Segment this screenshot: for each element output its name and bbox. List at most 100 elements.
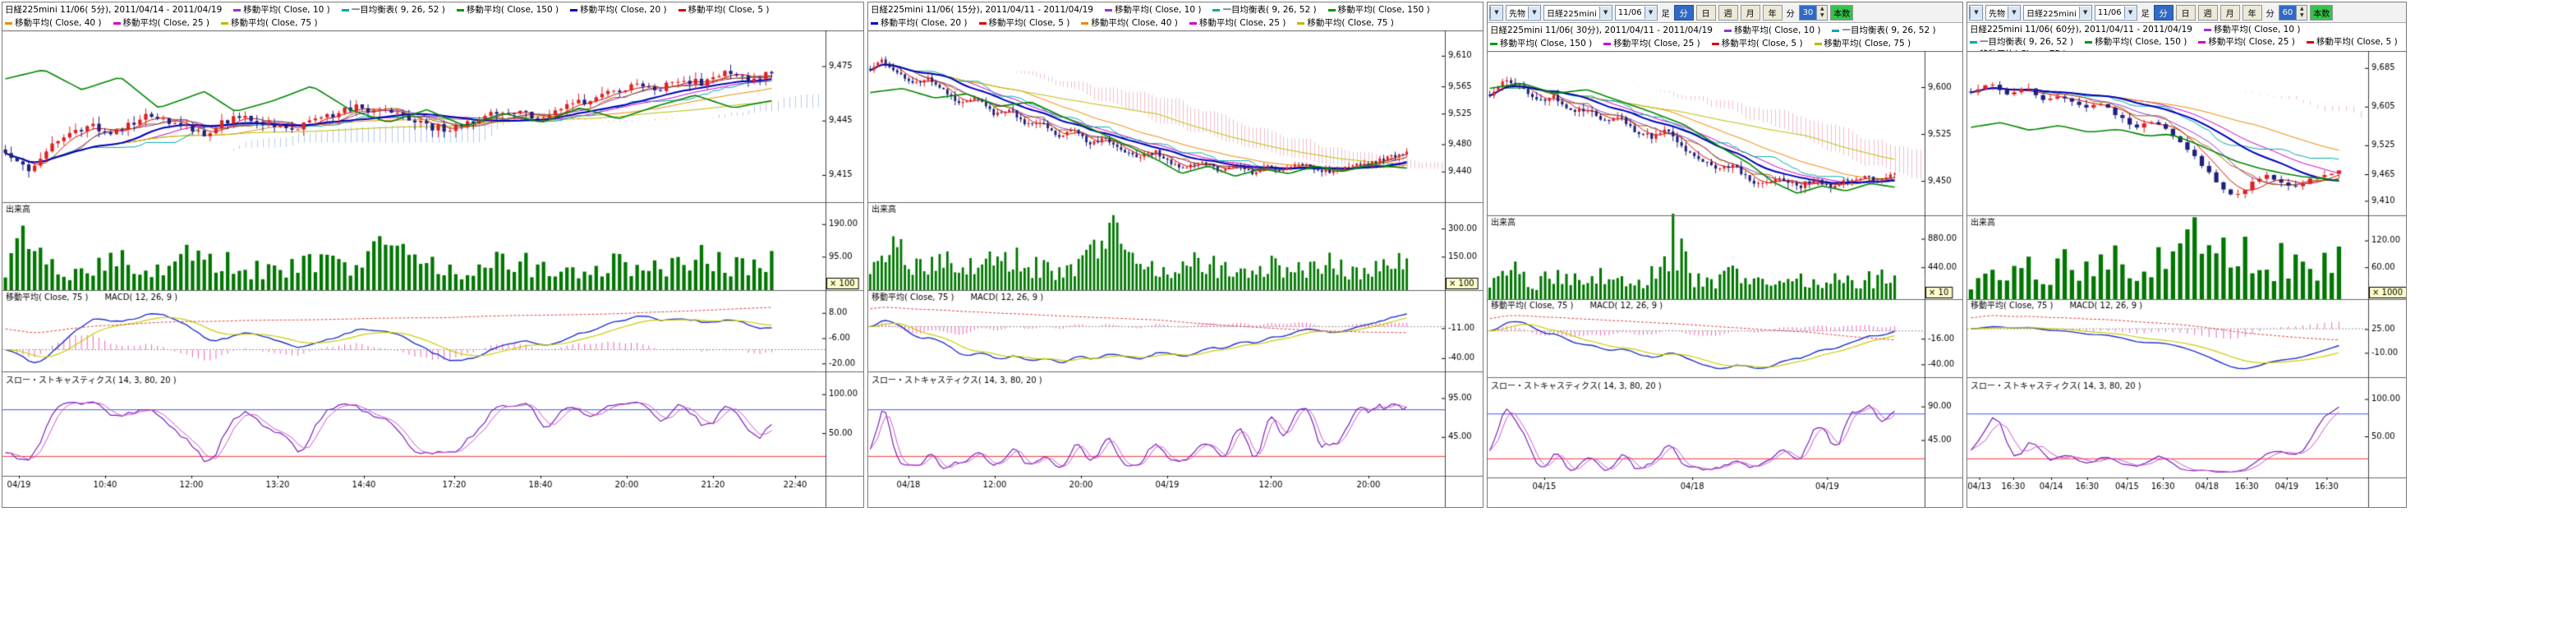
indicator-color-chip <box>1105 9 1112 12</box>
unit-month-button[interactable]: 月 <box>1741 5 1760 21</box>
indicator-label: 移動平均( Close, 5 ) <box>678 4 770 16</box>
indicator-label: 移動平均( Close, 5 ) <box>1712 38 1803 50</box>
indicator-label-text: 移動平均( Close, 25 ) <box>1199 17 1286 30</box>
chart-header: 日経225mini 11/06( 60分), 2011/04/11 - 2011… <box>1967 23 2406 51</box>
indicator-color-chip <box>1970 41 1977 44</box>
unit-minute-button[interactable]: 分 <box>1674 5 1694 21</box>
chart-toolbar: ▼ 先物▼ 日経225mini▼ 11/06▼ 足 分 日 週 月 年 分 30… <box>1488 2 1962 23</box>
instrument-select[interactable]: 日経225mini▼ <box>1543 5 1612 21</box>
chart-title: 日経225mini 11/06( 15分), 2011/04/11 - 2011… <box>871 4 1093 16</box>
ashi-label: 足 <box>2140 7 2151 19</box>
unit-week-button[interactable]: 週 <box>1718 5 1738 21</box>
contract-month-select[interactable]: 11/06▼ <box>2095 5 2137 21</box>
indicator-label-text: 移動平均( Close, 75 ) <box>1307 17 1394 30</box>
indicator-color-chip <box>1832 30 1839 32</box>
indicator-color-chip <box>457 9 464 12</box>
instrument-select-value: 日経225mini <box>2024 7 2079 19</box>
indicator-label-text: 移動平均( Close, 25 ) <box>1613 38 1700 50</box>
indicator-label-text: 移動平均( Close, 5 ) <box>688 4 770 16</box>
indicator-label-text: 移動平均( Close, 25 ) <box>2208 36 2295 48</box>
contract-month-select[interactable]: 11/06▼ <box>1615 5 1658 21</box>
indicator-label-text: 移動平均( Close, 20 ) <box>881 17 968 30</box>
chart-canvas[interactable] <box>1967 51 2406 507</box>
interval-spinner[interactable]: 30▲▼ <box>1799 5 1828 21</box>
indicator-label: 移動平均( Close, 75 ) <box>221 17 318 30</box>
unit-day-button[interactable]: 日 <box>1696 5 1716 21</box>
spinner-arrows-icon[interactable]: ▲▼ <box>1816 6 1827 20</box>
indicator-color-chip <box>570 9 577 12</box>
instrument-select-value: 日経225mini <box>1544 7 1599 19</box>
bars-count-button[interactable]: 本数 <box>1830 5 1853 21</box>
indicator-label-text: 移動平均( Close, 40 ) <box>15 17 102 30</box>
ashi-label: 足 <box>1660 7 1672 19</box>
indicator-color-chip <box>5 22 12 25</box>
indicator-label-text: 移動平均( Close, 150 ) <box>2095 36 2187 48</box>
chart-panel-30min: ▼ 先物▼ 日経225mini▼ 11/06▼ 足 分 日 週 月 年 分 30… <box>1487 2 1963 508</box>
chevron-down-icon: ▼ <box>2079 7 2091 19</box>
market-select[interactable]: 先物▼ <box>1985 5 2021 21</box>
indicator-label: 移動平均( Close, 5 ) <box>979 17 1070 30</box>
indicator-label-text: 移動平均( Close, 150 ) <box>1338 4 1430 16</box>
unit-month-button[interactable]: 月 <box>2220 5 2240 21</box>
spinner-arrows-icon[interactable]: ▲▼ <box>2296 6 2307 20</box>
indicator-label: 移動平均( Close, 40 ) <box>5 17 102 30</box>
indicator-label: 移動平均( Close, 10 ) <box>1105 4 1202 16</box>
chevron-down-icon: ▼ <box>1599 7 1612 19</box>
chevron-down-icon: ▼ <box>2124 7 2137 19</box>
indicator-label: 移動平均( Close, 150 ) <box>1328 4 1430 16</box>
indicator-color-chip <box>1815 43 1822 45</box>
chevron-down-icon: ▼ <box>1970 7 1982 19</box>
chart-toolbar: ▼ 先物▼ 日経225mini▼ 11/06▼ 足 分 日 週 月 年 分 60… <box>1967 2 2406 23</box>
chart-canvas[interactable] <box>868 30 1483 507</box>
market-select-value: 先物 <box>1506 7 1528 19</box>
unit-year-button[interactable]: 年 <box>1763 5 1782 21</box>
chart-title: 日経225mini 11/06( 60分), 2011/04/11 - 2011… <box>1970 24 2192 36</box>
indicator-color-chip <box>221 22 228 25</box>
indicator-color-chip <box>2198 41 2206 44</box>
indicator-label-text: 移動平均( Close, 5 ) <box>2316 36 2398 48</box>
market-select[interactable]: 先物▼ <box>1506 5 1541 21</box>
indicator-color-chip <box>1297 22 1304 25</box>
indicator-label-text: 一目均衡表( 9, 26, 52 ) <box>1980 36 2073 48</box>
indicator-label-text: 移動平均( Close, 75 ) <box>231 17 318 30</box>
chart-canvas[interactable] <box>2 30 863 507</box>
interval-value: 30 <box>1800 6 1817 20</box>
chevron-down-icon: ▼ <box>1528 7 1540 19</box>
chevron-down-icon: ▼ <box>2008 7 2020 19</box>
indicator-label: 移動平均( Close, 10 ) <box>1724 25 1821 37</box>
indicator-label-text: 移動平均( Close, 20 ) <box>580 4 667 16</box>
indicator-label-text: 一目均衡表( 9, 26, 52 ) <box>1222 4 1316 16</box>
indicator-label: 移動平均( Close, 25 ) <box>113 17 210 30</box>
unit-day-button[interactable]: 日 <box>2176 5 2196 21</box>
indicator-color-chip <box>1328 9 1336 12</box>
indicator-label: 移動平均( Close, 20 ) <box>871 17 968 30</box>
indicator-color-chip <box>1603 43 1611 45</box>
indicator-color-chip <box>1724 30 1732 32</box>
chart-canvas[interactable] <box>1488 51 1962 507</box>
minutes-label: 分 <box>1785 7 1796 19</box>
chart-panel-5min: 日経225mini 11/06( 5分), 2011/04/14 - 2011/… <box>2 2 864 508</box>
indicator-color-chip <box>1212 9 1220 12</box>
instrument-select[interactable]: 日経225mini▼ <box>2023 5 2092 21</box>
indicator-color-chip <box>233 9 241 12</box>
indicator-color-chip <box>113 22 121 25</box>
chart-header: 日経225mini 11/06( 5分), 2011/04/14 - 2011/… <box>2 2 863 30</box>
interval-spinner[interactable]: 60▲▼ <box>2279 5 2308 21</box>
indicator-color-chip <box>2307 41 2314 44</box>
unit-year-button[interactable]: 年 <box>2242 5 2262 21</box>
market-select-value: 先物 <box>1986 7 2008 19</box>
indicator-label-text: 移動平均( Close, 150 ) <box>467 4 559 16</box>
indicator-label-text: 移動平均( Close, 5 ) <box>1722 38 1803 50</box>
window-menu-dropdown[interactable]: ▼ <box>1969 5 1983 21</box>
contract-select-value: 11/06 <box>1616 8 1644 17</box>
indicator-label: 一目均衡表( 9, 26, 52 ) <box>1970 36 2073 48</box>
unit-minute-button[interactable]: 分 <box>2154 5 2174 21</box>
indicator-color-chip <box>2085 41 2092 44</box>
window-menu-dropdown[interactable]: ▼ <box>1489 5 1503 21</box>
contract-select-value: 11/06 <box>2095 8 2124 17</box>
bars-count-button[interactable]: 本数 <box>2310 5 2333 21</box>
unit-week-button[interactable]: 週 <box>2198 5 2218 21</box>
indicator-label: 移動平均( Close, 40 ) <box>1081 17 1178 30</box>
indicator-label-text: 移動平均( Close, 10 ) <box>1734 25 1821 37</box>
chart-title: 日経225mini 11/06( 5分), 2011/04/14 - 2011/… <box>5 4 222 16</box>
